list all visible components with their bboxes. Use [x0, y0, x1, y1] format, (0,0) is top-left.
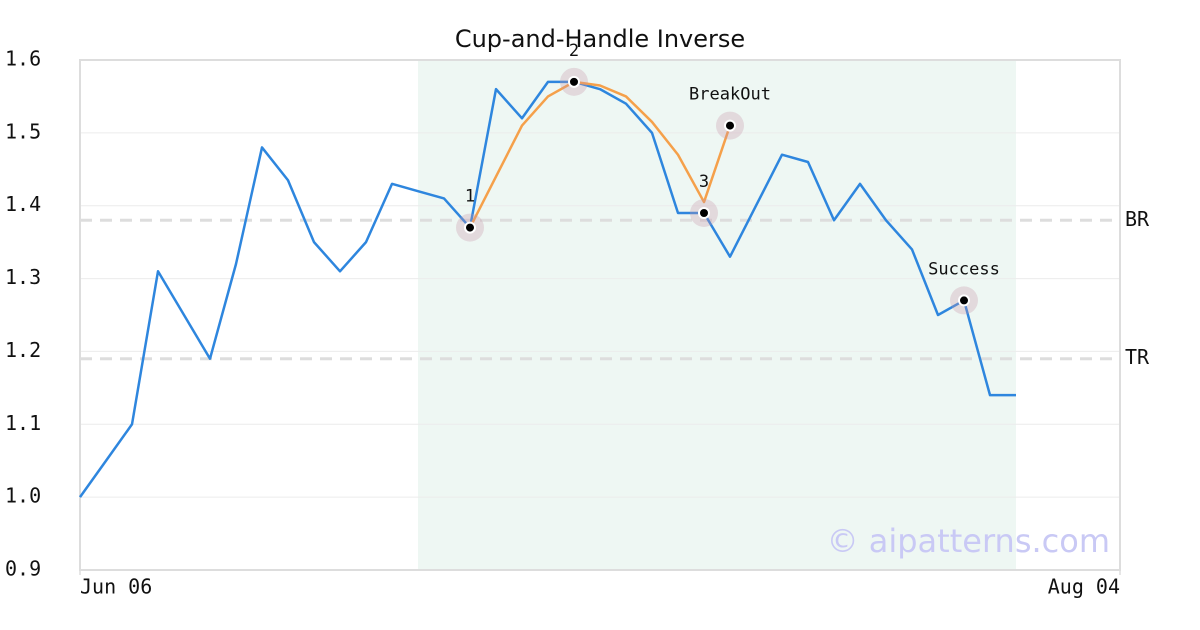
point [698, 207, 710, 219]
point [464, 221, 476, 234]
y-tick-label: 1.3 [5, 265, 41, 289]
point [724, 119, 736, 132]
series-line [78, 80, 1016, 498]
y-tick-label: 1.2 [5, 338, 41, 362]
level-label: BR [1125, 207, 1150, 231]
y-tick-label: 1.1 [5, 411, 41, 435]
x-tick-label: Aug 04 [1048, 575, 1120, 599]
y-tick-label: 1.0 [5, 484, 41, 508]
plot-frame [79, 59, 1121, 571]
pattern-region [418, 60, 1016, 570]
point [958, 294, 970, 307]
point-label: BreakOut [689, 85, 771, 105]
point-label: 1 [465, 187, 475, 207]
point-label: Success [928, 259, 1000, 279]
series-line [468, 80, 732, 229]
y-tick-label: 1.5 [5, 119, 41, 143]
point-label: 3 [699, 172, 709, 192]
y-tick-label: 1.4 [5, 192, 41, 216]
point [568, 75, 580, 88]
x-tick-label: Jun 06 [80, 575, 152, 599]
watermark: © aipatterns.com [827, 522, 1110, 560]
y-tick-label: 0.9 [5, 557, 41, 581]
chart-title: Cup-and-Handle Inverse [455, 25, 745, 53]
point-label: 2 [569, 41, 579, 61]
level-label: TR [1125, 345, 1150, 369]
y-tick-label: 1.6 [5, 47, 41, 71]
